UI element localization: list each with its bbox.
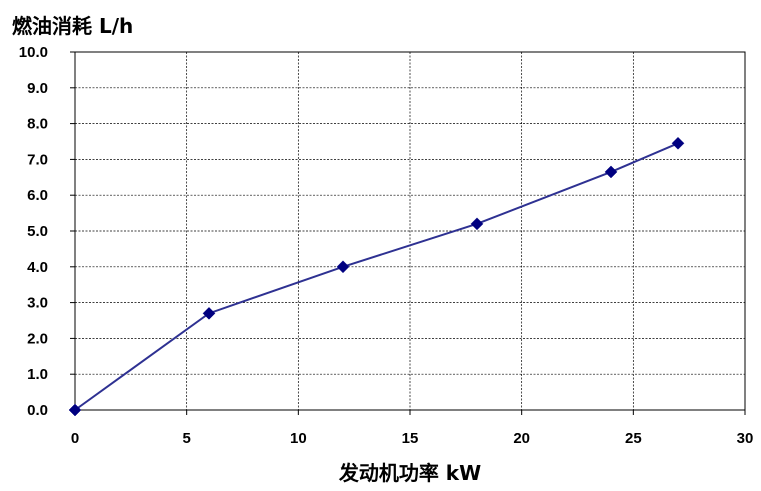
x-tick-label: 20 xyxy=(513,430,530,447)
y-tick-label: 3.0 xyxy=(27,295,48,312)
y-tick-label: 5.0 xyxy=(27,223,48,240)
y-tick-label: 4.0 xyxy=(27,259,48,276)
y-tick-label: 10.0 xyxy=(19,44,48,61)
data-point xyxy=(336,260,350,274)
y-tick-label: 9.0 xyxy=(27,80,48,97)
y-tick-label: 2.0 xyxy=(27,330,48,347)
gridlines xyxy=(75,52,745,410)
y-tick-label: 0.0 xyxy=(27,402,48,419)
data-point xyxy=(604,165,618,179)
data-point xyxy=(671,136,685,150)
series-line xyxy=(74,142,679,411)
data-point xyxy=(68,403,82,417)
x-axis: 0 5 10 15 20 25 30 xyxy=(71,410,754,447)
y-axis: 0.0 1.0 2.0 3.0 4.0 5.0 6.0 7.0 8.0 9.0 10.0 xyxy=(19,44,75,419)
data-point xyxy=(470,217,484,231)
x-tick-label: 30 xyxy=(737,430,754,447)
x-axis-title: 发动机功率 kW xyxy=(338,461,481,485)
y-tick-label: 7.0 xyxy=(27,151,48,168)
data-point xyxy=(202,306,216,320)
x-tick-label: 5 xyxy=(182,430,190,447)
x-tick-label: 15 xyxy=(402,430,419,447)
y-tick-label: 1.0 xyxy=(27,366,48,383)
x-tick-label: 25 xyxy=(625,430,642,447)
data-markers xyxy=(68,136,685,417)
x-tick-label: 0 xyxy=(71,430,79,447)
y-tick-label: 8.0 xyxy=(27,116,48,133)
y-tick-label: 6.0 xyxy=(27,187,48,204)
x-tick-label: 10 xyxy=(290,430,307,447)
y-axis-title: 燃油消耗 L/h xyxy=(12,14,133,38)
